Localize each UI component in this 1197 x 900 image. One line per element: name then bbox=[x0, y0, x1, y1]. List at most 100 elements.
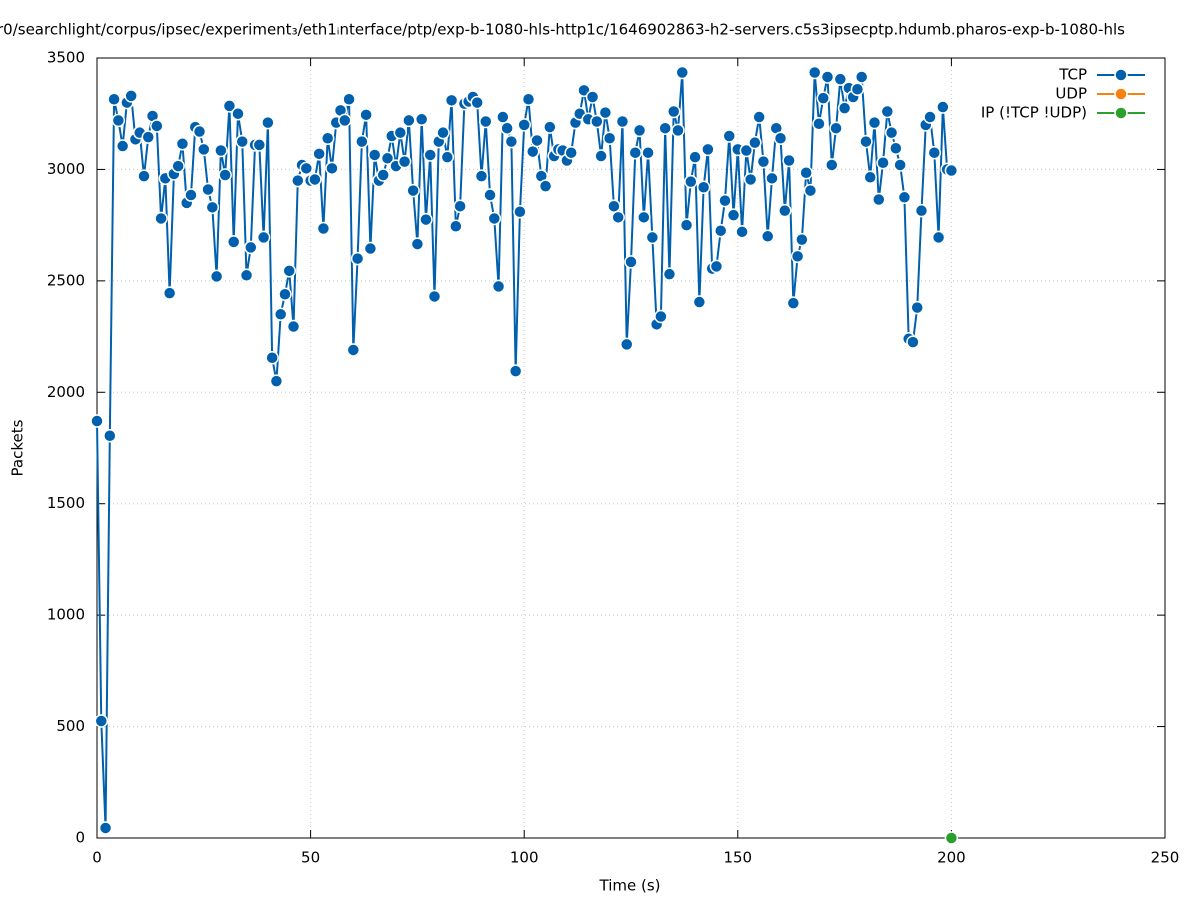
data-point bbox=[154, 211, 168, 226]
data-point bbox=[376, 168, 390, 182]
data-point bbox=[654, 309, 668, 324]
y-tick-label: 1500 bbox=[47, 494, 85, 512]
data-point bbox=[338, 113, 352, 128]
data-point bbox=[607, 199, 621, 213]
data-point bbox=[735, 225, 749, 239]
data-point bbox=[564, 145, 578, 160]
x-tick-label: 100 bbox=[510, 849, 539, 867]
legend-marker bbox=[1114, 106, 1128, 120]
data-point bbox=[525, 144, 540, 159]
data-point bbox=[645, 230, 660, 245]
data-point bbox=[325, 161, 339, 176]
data-point bbox=[812, 116, 826, 131]
data-point bbox=[209, 269, 224, 284]
data-point bbox=[637, 210, 651, 225]
data-point bbox=[906, 335, 920, 349]
data-point bbox=[483, 188, 497, 202]
data-point bbox=[192, 124, 207, 139]
data-point bbox=[222, 99, 237, 113]
data-point bbox=[799, 166, 813, 180]
data-point bbox=[713, 223, 728, 238]
data-point bbox=[214, 143, 228, 158]
data-point bbox=[184, 188, 198, 202]
data-point bbox=[269, 374, 284, 388]
y-tick-label: 2000 bbox=[47, 383, 85, 401]
data-point bbox=[615, 114, 630, 129]
data-point bbox=[790, 249, 805, 264]
data-point bbox=[611, 210, 625, 225]
data-point bbox=[872, 192, 886, 207]
data-point bbox=[658, 121, 672, 135]
data-point bbox=[543, 120, 557, 134]
data-point bbox=[863, 170, 877, 184]
data-point bbox=[931, 230, 946, 245]
data-point bbox=[923, 110, 937, 124]
data-point bbox=[679, 218, 694, 232]
data-point bbox=[252, 138, 267, 152]
data-point bbox=[944, 831, 959, 845]
data-point bbox=[406, 183, 420, 198]
data-point bbox=[624, 255, 638, 269]
data-point bbox=[150, 119, 164, 133]
data-point bbox=[795, 232, 809, 247]
data-point bbox=[261, 115, 275, 130]
data-point bbox=[427, 289, 442, 304]
data-point bbox=[201, 182, 215, 197]
data-point bbox=[628, 145, 643, 160]
data-point bbox=[619, 337, 634, 352]
data-point bbox=[688, 150, 702, 164]
data-point bbox=[538, 179, 553, 193]
data-point bbox=[470, 95, 484, 110]
data-point bbox=[197, 142, 211, 157]
data-point bbox=[944, 163, 959, 178]
data-point bbox=[893, 158, 907, 172]
data-point bbox=[743, 172, 758, 187]
data-point bbox=[491, 279, 506, 294]
data-point bbox=[722, 129, 737, 143]
data-point bbox=[897, 190, 912, 205]
data-point bbox=[235, 134, 249, 149]
data-point bbox=[175, 137, 190, 151]
data-point bbox=[786, 296, 801, 310]
data-point bbox=[256, 230, 271, 245]
data-point bbox=[299, 161, 314, 176]
data-point bbox=[778, 203, 792, 218]
data-point bbox=[286, 319, 301, 334]
data-point bbox=[585, 90, 600, 104]
y-axis-label: Packets bbox=[9, 419, 27, 476]
data-point bbox=[671, 123, 685, 138]
data-point bbox=[487, 211, 502, 226]
data-point bbox=[641, 145, 655, 160]
legend-marker bbox=[1114, 87, 1128, 101]
data-point bbox=[453, 199, 467, 213]
data-point bbox=[876, 155, 890, 170]
data-point bbox=[914, 203, 929, 218]
data-point bbox=[675, 65, 690, 80]
data-point bbox=[94, 714, 109, 728]
x-tick-label: 50 bbox=[301, 849, 320, 867]
data-point bbox=[850, 82, 865, 96]
data-point bbox=[854, 70, 869, 84]
x-axis-label: Time (s) bbox=[599, 877, 661, 895]
data-point bbox=[602, 131, 617, 145]
data-point bbox=[346, 343, 361, 357]
data-point bbox=[867, 115, 882, 130]
data-point bbox=[282, 264, 296, 278]
data-point bbox=[124, 89, 138, 103]
data-point bbox=[765, 171, 779, 186]
data-point bbox=[402, 113, 416, 128]
data-point bbox=[773, 131, 788, 145]
data-point bbox=[171, 159, 185, 173]
data-point bbox=[756, 154, 771, 169]
data-point bbox=[760, 229, 775, 244]
chart-title: r0/searchlight/corpus/ipsec/experiment₃/… bbox=[0, 21, 1125, 39]
data-point bbox=[316, 221, 331, 236]
data-point bbox=[833, 72, 848, 86]
x-tick-label: 200 bbox=[937, 849, 966, 867]
plot-border bbox=[96, 57, 1166, 839]
data-point bbox=[718, 193, 732, 208]
data-point bbox=[816, 91, 830, 105]
data-point bbox=[350, 251, 365, 266]
data-point bbox=[436, 125, 450, 140]
